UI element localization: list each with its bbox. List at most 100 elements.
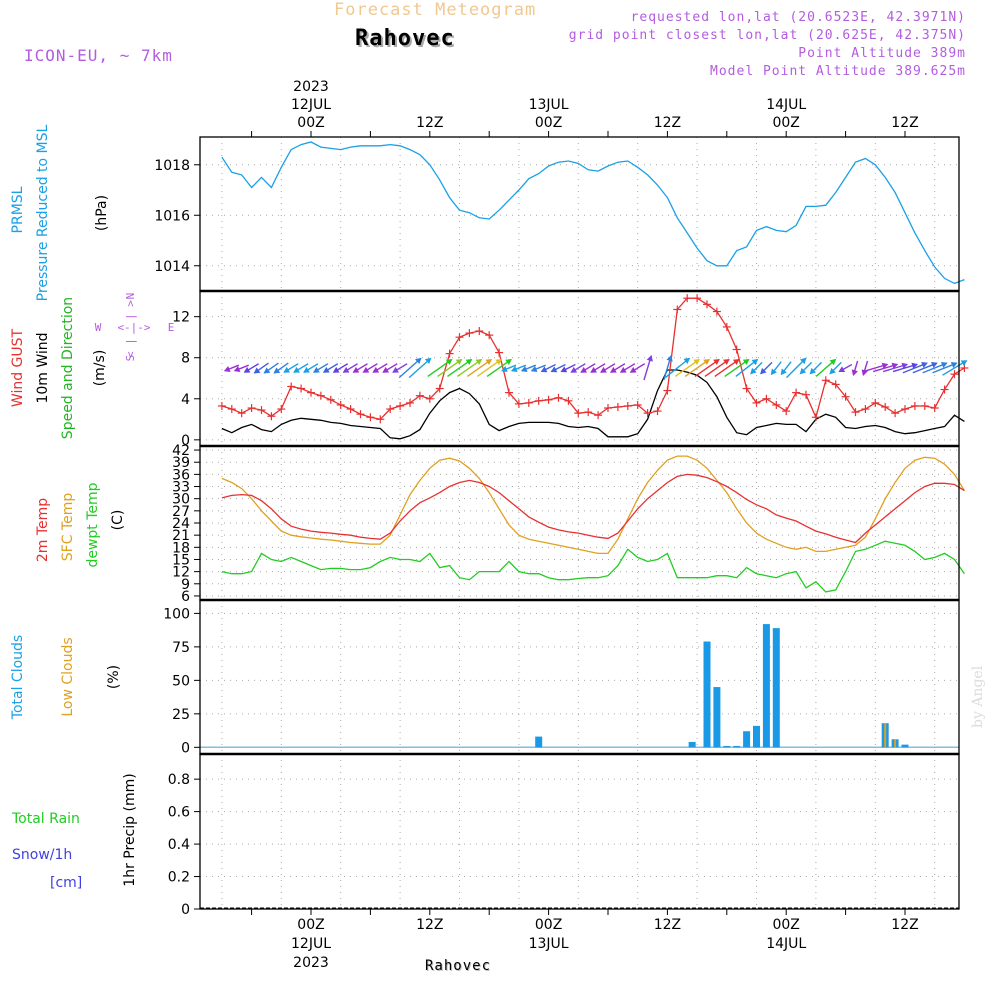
y-tick-label: 33 — [172, 480, 190, 496]
time-label: 00Z — [772, 115, 799, 131]
compass-cross: <-|-> — [117, 321, 150, 334]
wind-arrow-head — [253, 367, 261, 374]
wind-arrow-head — [223, 365, 231, 372]
y-tick-label: 0.2 — [168, 870, 190, 886]
wind-arrow-head — [465, 358, 473, 366]
wind-arrow-head — [646, 354, 653, 362]
wind-arrow-head — [590, 366, 597, 373]
credit-watermark: by Angel — [970, 665, 986, 728]
snow-unit-label: [cm] — [50, 875, 82, 891]
wind-label: 10m Wind — [35, 332, 51, 403]
cloud-bar — [688, 741, 696, 748]
cloud-bar — [762, 624, 770, 748]
y-tick-label: 1016 — [154, 208, 190, 224]
wind-arrow-head — [838, 366, 846, 372]
cloud-bar — [723, 745, 731, 748]
y-tick-label: 1018 — [154, 158, 190, 174]
wind-arrow-head — [931, 361, 938, 369]
cloud-bar — [743, 731, 751, 748]
pressure-label-short: PRMSL — [10, 186, 26, 233]
time-label: 2023 — [293, 955, 329, 971]
y-tick-label: 12 — [172, 310, 190, 326]
wind-arrow-head — [683, 357, 691, 364]
time-label: 12Z — [654, 115, 681, 131]
time-label: 13JUL — [529, 97, 569, 113]
pressure-line — [221, 141, 965, 285]
compass-w: W — [95, 321, 102, 334]
y-axis-wind: 12 8 4 0 — [172, 310, 959, 449]
top-time-labels: 2023 12JUL 00Z 12Z 13JUL 00Z 12Z 14JUL 00Z 12Z — [291, 79, 919, 131]
time-label: 12Z — [891, 115, 918, 131]
y-tick-label: 9 — [181, 577, 190, 593]
wind-arrow-head — [829, 367, 836, 375]
temp2m-label: 2m Temp — [35, 498, 51, 562]
y-tick-label: 75 — [172, 640, 190, 656]
point-altitude: Point Altitude 389m — [798, 46, 966, 61]
footer-location: Rahovec — [425, 958, 492, 974]
cloud-bar — [535, 736, 543, 748]
time-label: 00Z — [297, 917, 324, 933]
wind-arrow-head — [751, 358, 759, 366]
y-tick-label: 0 — [181, 902, 190, 918]
time-ticks — [251, 131, 906, 915]
wind-arrow-head — [243, 366, 251, 373]
gust-line — [221, 297, 965, 421]
wind-arrow-head — [619, 366, 627, 373]
low-clouds-label: Low Clouds — [60, 637, 76, 716]
time-label: 13JUL — [529, 936, 569, 952]
wind-arrow-head — [600, 366, 607, 373]
total-clouds-label: Total Clouds — [10, 635, 26, 720]
y-tick-label: 8 — [181, 351, 190, 367]
y-tick-label: 4 — [181, 392, 190, 408]
wind-arrow-head — [505, 358, 512, 366]
y-axis-clouds: 100 75 50 25 0 — [163, 606, 959, 756]
wind-arrow-head — [313, 366, 320, 373]
wind-line — [221, 369, 965, 440]
wind-arrow-head — [666, 354, 673, 362]
y-tick-label: 50 — [172, 673, 190, 689]
chart-title: Forecast Meteogram — [334, 0, 537, 20]
wind-arrow-head — [352, 366, 360, 373]
gust-line-markers — [217, 294, 969, 424]
wind-arrows — [223, 354, 968, 381]
panel-frame-pressure — [199, 136, 960, 292]
wind-arrow — [664, 357, 690, 379]
wind-arrow-head — [799, 367, 807, 375]
wind-arrow-head — [851, 369, 858, 376]
low-cloud-bar — [884, 723, 887, 748]
y-tick-label: 39 — [172, 455, 190, 471]
wind-arrow-head — [392, 366, 399, 373]
time-label: 00Z — [297, 115, 324, 131]
y-tick-label: 12 — [172, 565, 190, 581]
wind-arrow-head — [283, 366, 291, 373]
wind-arrow-head — [693, 358, 701, 366]
dewpoint-label: dewpt Temp — [85, 482, 101, 567]
wind-arrow-head — [580, 366, 588, 373]
time-label: 00Z — [772, 917, 799, 933]
wind-arrow-head — [475, 358, 483, 366]
wind-arrow-head — [233, 365, 241, 372]
wind-arrow-head — [560, 366, 568, 373]
y-tick-label: 0 — [181, 740, 190, 756]
low-cloud-bar — [894, 739, 897, 748]
cloud-bar — [733, 745, 741, 748]
y-tick-label: 42 — [172, 443, 190, 459]
wind-arrow-head — [273, 367, 281, 374]
y-tick-label: 6 — [181, 589, 190, 605]
y-tick-label: 0.6 — [168, 805, 190, 821]
y-tick-label: 15 — [172, 552, 190, 568]
y-tick-label: 30 — [172, 492, 190, 508]
y-tick-label: 0.4 — [168, 837, 190, 853]
wind-arrow-head — [950, 361, 958, 369]
wind-arrow-head — [610, 366, 617, 373]
time-label: 12JUL — [291, 97, 331, 113]
compass-arrow: < | — [124, 338, 137, 358]
cloud-bar — [772, 628, 780, 748]
wind-arrow-head — [732, 358, 740, 366]
wind-arrow-head — [342, 366, 350, 373]
pressure-label-long: Pressure Reduced to MSL — [35, 124, 51, 301]
model-point-altitude: Model Point Altitude 389.625m — [710, 64, 966, 79]
wind-arrow-head — [760, 367, 767, 375]
